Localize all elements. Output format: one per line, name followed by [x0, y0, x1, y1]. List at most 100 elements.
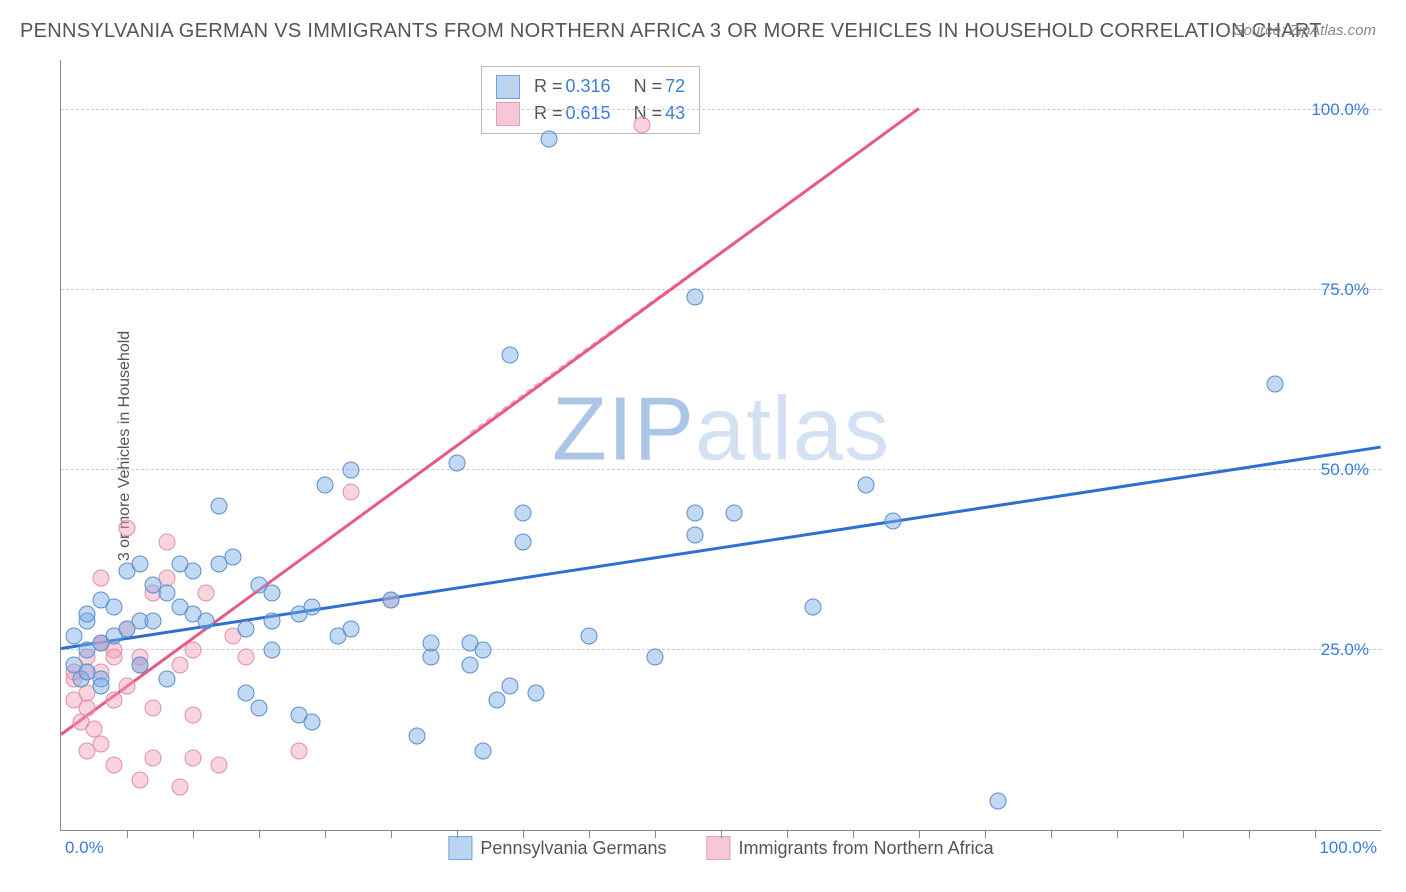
- data-point: [884, 512, 901, 529]
- data-point: [1267, 375, 1284, 392]
- data-point: [501, 347, 518, 364]
- data-point: [92, 735, 109, 752]
- data-point: [237, 649, 254, 666]
- legend-item: Pennsylvania Germans: [448, 836, 666, 860]
- x-tick: [259, 830, 260, 838]
- data-point: [171, 656, 188, 673]
- data-point: [211, 498, 228, 515]
- data-point: [132, 656, 149, 673]
- data-point: [185, 642, 202, 659]
- x-tick: [1183, 830, 1184, 838]
- data-point: [475, 642, 492, 659]
- data-point: [145, 699, 162, 716]
- data-point: [488, 692, 505, 709]
- data-point: [581, 627, 598, 644]
- data-point: [185, 706, 202, 723]
- x-tick: [655, 830, 656, 838]
- data-point: [119, 678, 136, 695]
- data-point: [858, 476, 875, 493]
- data-point: [462, 656, 479, 673]
- data-point: [343, 462, 360, 479]
- data-point: [501, 678, 518, 695]
- plot-area: ZIPatlas R =0.316 N =72 R =0.615 N =43 0…: [60, 60, 1381, 831]
- data-point: [158, 670, 175, 687]
- legend-stats-row: R =0.316 N =72: [496, 73, 685, 100]
- data-point: [105, 649, 122, 666]
- data-point: [198, 584, 215, 601]
- data-point: [66, 627, 83, 644]
- legend-swatch: [496, 102, 520, 126]
- legend-swatch: [496, 75, 520, 99]
- x-tick: [1051, 830, 1052, 838]
- data-point: [237, 685, 254, 702]
- data-point: [198, 613, 215, 630]
- data-point: [264, 584, 281, 601]
- x-tick: [589, 830, 590, 838]
- data-point: [686, 289, 703, 306]
- data-point: [409, 728, 426, 745]
- x-tick: [985, 830, 986, 838]
- gridline: [61, 289, 1381, 290]
- watermark: ZIPatlas: [552, 378, 890, 481]
- x-tick: [391, 830, 392, 838]
- y-tick-label: 25.0%: [1321, 640, 1369, 660]
- legend-label: Immigrants from Northern Africa: [739, 838, 994, 859]
- legend-label: Pennsylvania Germans: [480, 838, 666, 859]
- data-point: [105, 757, 122, 774]
- y-tick-label: 50.0%: [1321, 460, 1369, 480]
- data-point: [686, 505, 703, 522]
- data-point: [185, 750, 202, 767]
- y-tick-label: 75.0%: [1321, 280, 1369, 300]
- data-point: [92, 678, 109, 695]
- data-point: [422, 634, 439, 651]
- data-point: [383, 591, 400, 608]
- data-point: [79, 606, 96, 623]
- data-point: [158, 534, 175, 551]
- trend-line: [61, 446, 1381, 650]
- legend-item: Immigrants from Northern Africa: [707, 836, 994, 860]
- x-tick: [1249, 830, 1250, 838]
- data-point: [185, 562, 202, 579]
- data-point: [145, 613, 162, 630]
- data-point: [290, 742, 307, 759]
- gridline: [61, 109, 1381, 110]
- x-tick: [523, 830, 524, 838]
- data-point: [264, 642, 281, 659]
- x-axis-max: 100.0%: [1319, 838, 1377, 858]
- x-tick: [457, 830, 458, 838]
- legend-swatch: [448, 836, 472, 860]
- legend-stats-row: R =0.615 N =43: [496, 100, 685, 127]
- gridline: [61, 469, 1381, 470]
- legend-swatch: [707, 836, 731, 860]
- data-point: [633, 116, 650, 133]
- data-point: [515, 505, 532, 522]
- data-point: [343, 483, 360, 500]
- data-point: [726, 505, 743, 522]
- data-point: [990, 793, 1007, 810]
- x-tick: [853, 830, 854, 838]
- data-point: [541, 131, 558, 148]
- data-point: [317, 476, 334, 493]
- data-point: [515, 534, 532, 551]
- data-point: [105, 692, 122, 709]
- data-point: [119, 519, 136, 536]
- data-point: [647, 649, 664, 666]
- gridline: [61, 649, 1381, 650]
- data-point: [686, 526, 703, 543]
- data-point: [303, 714, 320, 731]
- data-point: [132, 555, 149, 572]
- data-point: [475, 742, 492, 759]
- legend-series: Pennsylvania Germans Immigrants from Nor…: [448, 836, 993, 860]
- chart-title: PENNSYLVANIA GERMAN VS IMMIGRANTS FROM N…: [20, 20, 1322, 43]
- data-point: [171, 778, 188, 795]
- data-point: [343, 620, 360, 637]
- source-credit: Source: ZipAtlas.com: [1233, 22, 1376, 39]
- x-tick: [919, 830, 920, 838]
- data-point: [528, 685, 545, 702]
- x-tick: [325, 830, 326, 838]
- data-point: [237, 620, 254, 637]
- data-point: [158, 584, 175, 601]
- x-tick: [721, 830, 722, 838]
- x-axis-min: 0.0%: [65, 838, 104, 858]
- x-tick: [193, 830, 194, 838]
